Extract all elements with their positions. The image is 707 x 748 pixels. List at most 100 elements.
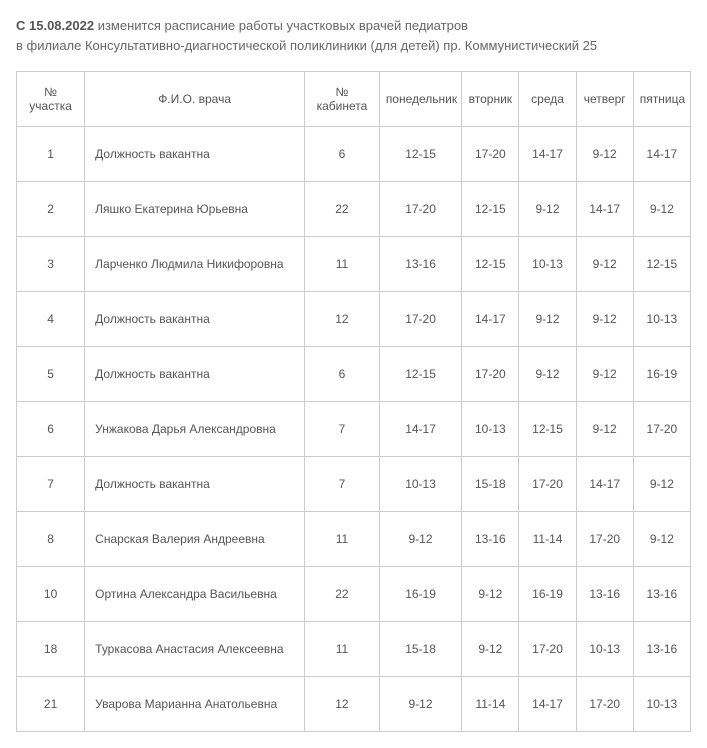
cell-room: 22 [305, 182, 380, 237]
cell-friday: 10-13 [633, 677, 690, 732]
cell-doctor-name: Ляшко Екатерина Юрьевна [85, 182, 305, 237]
cell-doctor-name: Ларченко Людмила Никифоровна [85, 237, 305, 292]
table-row: 2Ляшко Екатерина Юрьевна2217-2012-159-12… [17, 182, 691, 237]
col-header-monday: понедельник [379, 72, 461, 127]
cell-wednesday: 17-20 [519, 622, 576, 677]
cell-wednesday: 9-12 [519, 182, 576, 237]
cell-doctor-name: Должность вакантна [85, 457, 305, 512]
table-row: 8Снарская Валерия Андреевна119-1213-1611… [17, 512, 691, 567]
table-row: 7Должность вакантна710-1315-1817-2014-17… [17, 457, 691, 512]
cell-tuesday: 9-12 [462, 567, 519, 622]
cell-district: 8 [17, 512, 85, 567]
cell-friday: 12-15 [633, 237, 690, 292]
col-header-room: № кабинета [305, 72, 380, 127]
table-body: 1Должность вакантна612-1517-2014-179-121… [17, 127, 691, 732]
table-row: 3Ларченко Людмила Никифоровна1113-1612-1… [17, 237, 691, 292]
cell-wednesday: 11-14 [519, 512, 576, 567]
cell-room: 7 [305, 402, 380, 457]
col-header-district: № участка [17, 72, 85, 127]
cell-thursday: 14-17 [576, 457, 633, 512]
cell-tuesday: 12-15 [462, 182, 519, 237]
cell-friday: 16-19 [633, 347, 690, 402]
cell-monday: 17-20 [379, 292, 461, 347]
table-row: 1Должность вакантна612-1517-2014-179-121… [17, 127, 691, 182]
table-row: 4Должность вакантна1217-2014-179-129-121… [17, 292, 691, 347]
cell-district: 5 [17, 347, 85, 402]
table-row: 10Ортина Александра Васильевна2216-199-1… [17, 567, 691, 622]
cell-doctor-name: Туркасова Анастасия Алексеевна [85, 622, 305, 677]
cell-monday: 14-17 [379, 402, 461, 457]
cell-thursday: 9-12 [576, 402, 633, 457]
cell-friday: 17-20 [633, 402, 690, 457]
cell-doctor-name: Должность вакантна [85, 347, 305, 402]
cell-tuesday: 13-16 [462, 512, 519, 567]
cell-thursday: 17-20 [576, 677, 633, 732]
cell-tuesday: 9-12 [462, 622, 519, 677]
schedule-table: № участка Ф.И.О. врача № кабинета понеде… [16, 71, 691, 732]
cell-thursday: 9-12 [576, 127, 633, 182]
cell-tuesday: 17-20 [462, 127, 519, 182]
cell-doctor-name: Должность вакантна [85, 292, 305, 347]
cell-doctor-name: Унжакова Дарья Александровна [85, 402, 305, 457]
cell-monday: 12-15 [379, 127, 461, 182]
cell-monday: 9-12 [379, 512, 461, 567]
cell-wednesday: 14-17 [519, 127, 576, 182]
cell-district: 21 [17, 677, 85, 732]
heading-line-1: С 15.08.2022 изменится расписание работы… [16, 16, 691, 36]
col-header-friday: пятница [633, 72, 690, 127]
cell-tuesday: 10-13 [462, 402, 519, 457]
cell-tuesday: 11-14 [462, 677, 519, 732]
cell-friday: 14-17 [633, 127, 690, 182]
col-header-wednesday: среда [519, 72, 576, 127]
cell-thursday: 9-12 [576, 237, 633, 292]
cell-wednesday: 16-19 [519, 567, 576, 622]
cell-room: 11 [305, 622, 380, 677]
cell-thursday: 9-12 [576, 292, 633, 347]
table-row: 18Туркасова Анастасия Алексеевна1115-189… [17, 622, 691, 677]
cell-thursday: 10-13 [576, 622, 633, 677]
cell-wednesday: 9-12 [519, 292, 576, 347]
cell-monday: 12-15 [379, 347, 461, 402]
table-row: 21Уварова Марианна Анатольевна129-1211-1… [17, 677, 691, 732]
cell-doctor-name: Снарская Валерия Андреевна [85, 512, 305, 567]
cell-wednesday: 17-20 [519, 457, 576, 512]
cell-room: 11 [305, 512, 380, 567]
cell-district: 2 [17, 182, 85, 237]
cell-district: 10 [17, 567, 85, 622]
col-header-name: Ф.И.О. врача [85, 72, 305, 127]
cell-doctor-name: Должность вакантна [85, 127, 305, 182]
cell-wednesday: 10-13 [519, 237, 576, 292]
cell-district: 6 [17, 402, 85, 457]
table-header-row: № участка Ф.И.О. врача № кабинета понеде… [17, 72, 691, 127]
col-header-tuesday: вторник [462, 72, 519, 127]
cell-district: 7 [17, 457, 85, 512]
cell-district: 1 [17, 127, 85, 182]
cell-tuesday: 17-20 [462, 347, 519, 402]
table-row: 6Унжакова Дарья Александровна714-1710-13… [17, 402, 691, 457]
cell-room: 6 [305, 127, 380, 182]
cell-wednesday: 14-17 [519, 677, 576, 732]
cell-room: 12 [305, 292, 380, 347]
cell-wednesday: 9-12 [519, 347, 576, 402]
cell-monday: 13-16 [379, 237, 461, 292]
cell-friday: 10-13 [633, 292, 690, 347]
cell-room: 6 [305, 347, 380, 402]
cell-thursday: 17-20 [576, 512, 633, 567]
cell-monday: 9-12 [379, 677, 461, 732]
cell-room: 22 [305, 567, 380, 622]
cell-room: 11 [305, 237, 380, 292]
table-row: 5Должность вакантна612-1517-209-129-1216… [17, 347, 691, 402]
cell-friday: 9-12 [633, 512, 690, 567]
heading-date-bold: С 15.08.2022 [16, 18, 94, 33]
cell-monday: 15-18 [379, 622, 461, 677]
schedule-heading: С 15.08.2022 изменится расписание работы… [16, 16, 691, 55]
cell-tuesday: 15-18 [462, 457, 519, 512]
heading-line-1-rest: изменится расписание работы участковых в… [94, 18, 468, 33]
col-header-thursday: четверг [576, 72, 633, 127]
cell-district: 3 [17, 237, 85, 292]
cell-friday: 13-16 [633, 567, 690, 622]
cell-monday: 10-13 [379, 457, 461, 512]
cell-tuesday: 12-15 [462, 237, 519, 292]
cell-district: 4 [17, 292, 85, 347]
cell-tuesday: 14-17 [462, 292, 519, 347]
